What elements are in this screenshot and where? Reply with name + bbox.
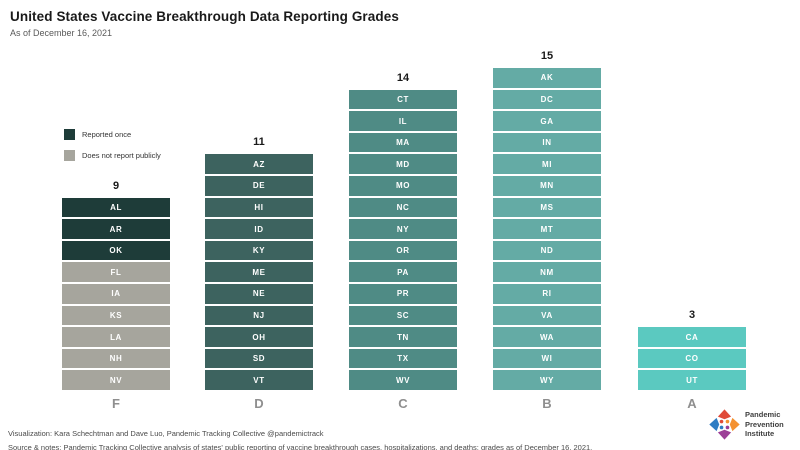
bar-column-F: 9 AL AR OK FL IA KS LA NH NV: [62, 180, 170, 390]
state-cell-CA: CA: [638, 327, 746, 347]
legend-swatch-does-not-report: [64, 150, 75, 161]
state-cell-WA: WA: [493, 327, 601, 347]
state-cell-MT: MT: [493, 219, 601, 239]
bar-count-label-C: 14: [396, 71, 410, 84]
state-cell-IA: IA: [62, 284, 170, 304]
bar-count-label-B: 15: [540, 50, 554, 63]
state-cell-MD: MD: [349, 154, 457, 175]
state-cell-OK: OK: [62, 240, 170, 261]
grade-axis-label-D: D: [254, 396, 264, 411]
state-cell-MN: MN: [493, 176, 601, 196]
legend-label-reported-once: Reported once: [82, 130, 132, 139]
state-cell-NV: NV: [62, 370, 170, 390]
state-cell-KS: KS: [62, 305, 170, 326]
state-cell-NJ: NJ: [205, 305, 313, 326]
grade-axis-label-A: A: [687, 396, 697, 411]
state-cell-OR: OR: [349, 240, 457, 261]
state-cell-AL: AL: [62, 197, 170, 218]
chart-header: United States Vaccine Breakthrough Data …: [10, 9, 399, 38]
state-cell-SC: SC: [349, 305, 457, 326]
state-cell-AZ: AZ: [205, 154, 313, 175]
state-cell-RI: RI: [493, 284, 601, 304]
state-cell-WI: WI: [493, 348, 601, 369]
state-cell-GA: GA: [493, 111, 601, 131]
footer-visualization-credit: Visualization: Kara Schechtman and Dave …: [8, 429, 324, 438]
state-cell-KY: KY: [205, 240, 313, 261]
state-cell-FL: FL: [62, 262, 170, 283]
state-cell-AR: AR: [62, 219, 170, 239]
state-cell-WV: WV: [349, 370, 457, 390]
ppi-logo-line-1: Pandemic: [745, 410, 781, 420]
state-cell-ND: ND: [493, 240, 601, 261]
state-cell-NY: NY: [349, 219, 457, 239]
page-title: United States Vaccine Breakthrough Data …: [10, 9, 399, 24]
state-cell-MA: MA: [349, 132, 457, 153]
legend-label-does-not-report: Does not report publicly: [82, 151, 161, 160]
state-cell-ME: ME: [205, 262, 313, 283]
ppi-logo-text: Pandemic Prevention Institute: [745, 410, 784, 439]
state-cell-NH: NH: [62, 348, 170, 369]
ppi-diamond-icon: [709, 409, 740, 440]
state-cell-MO: MO: [349, 176, 457, 196]
legend-item-reported-once: Reported once: [64, 129, 161, 140]
grade-axis-label-B: B: [542, 396, 552, 411]
state-cell-NC: NC: [349, 197, 457, 218]
state-cell-IN: IN: [493, 132, 601, 153]
bar-column-C: 14 CT IL MA MD MO NC NY OR PA PR SC TN TX WV: [349, 72, 457, 390]
grade-axis-label-F: F: [112, 396, 120, 411]
legend: Reported once Does not report publicly: [64, 129, 161, 161]
state-cell-TN: TN: [349, 327, 457, 347]
state-cell-HI: HI: [205, 197, 313, 218]
state-cell-MI: MI: [493, 154, 601, 175]
state-cell-DE: DE: [205, 176, 313, 196]
bar-count-label-F: 9: [112, 179, 120, 192]
state-cell-WY: WY: [493, 370, 601, 390]
state-cell-ID: ID: [205, 219, 313, 239]
grade-axis-label-C: C: [398, 396, 408, 411]
state-cell-NM: NM: [493, 262, 601, 283]
legend-item-does-not-report: Does not report publicly: [64, 150, 161, 161]
state-cell-NE: NE: [205, 284, 313, 304]
legend-swatch-reported-once: [64, 129, 75, 140]
state-cell-DC: DC: [493, 89, 601, 110]
state-cell-MS: MS: [493, 197, 601, 218]
state-cell-AK: AK: [493, 68, 601, 88]
bar-count-label-A: 3: [688, 309, 696, 322]
ppi-logo-line-3: Institute: [745, 429, 775, 439]
state-cell-LA: LA: [62, 327, 170, 347]
bar-column-B: 15 AK DC GA IN MI MN MS MT ND NM RI VA WA WI WY: [493, 50, 601, 390]
state-cell-PA: PA: [349, 262, 457, 283]
state-cell-CT: CT: [349, 89, 457, 110]
state-cell-PR: PR: [349, 284, 457, 304]
bar-count-label-D: 11: [253, 136, 265, 149]
page-subtitle: As of December 16, 2021: [10, 28, 113, 38]
state-cell-TX: TX: [349, 348, 457, 369]
footer-source-note-clipped: Source & notes: Pandemic Tracking Collec…: [8, 443, 593, 450]
state-cell-VT: VT: [205, 370, 313, 390]
state-cell-OH: OH: [205, 327, 313, 347]
state-cell-CO: CO: [638, 348, 746, 369]
state-cell-SD: SD: [205, 348, 313, 369]
bar-column-D: 11 AZ DE HI ID KY ME NE NJ OH SD VT: [205, 136, 313, 390]
state-cell-UT: UT: [638, 370, 746, 390]
state-cell-IL: IL: [349, 111, 457, 131]
state-cell-VA: VA: [493, 305, 601, 326]
ppi-logo-line-2: Prevention: [745, 419, 784, 429]
bar-column-A: 3 CA CO UT: [638, 309, 746, 390]
pandemic-prevention-institute-logo: Pandemic Prevention Institute: [708, 408, 784, 441]
